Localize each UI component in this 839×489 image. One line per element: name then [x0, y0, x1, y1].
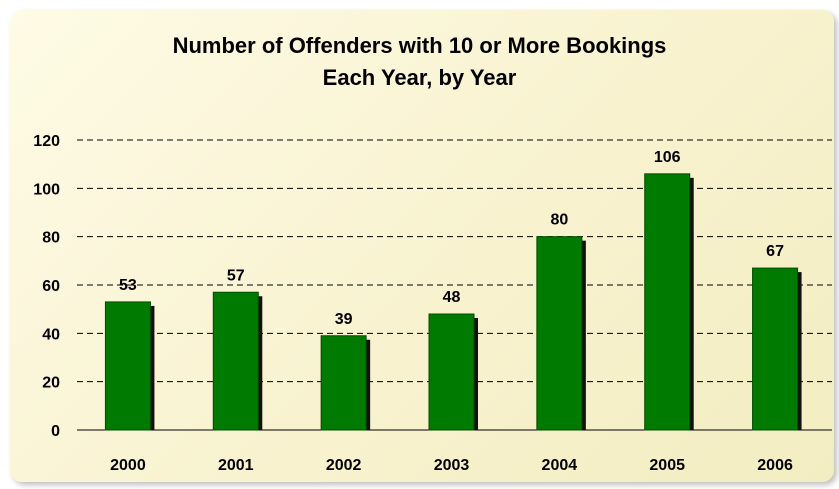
data-label: 67 — [766, 243, 784, 260]
y-tick-label: 100 — [33, 181, 60, 198]
chart-title: Number of Offenders with 10 or More Book… — [172, 33, 667, 58]
data-label: 53 — [119, 277, 137, 294]
x-tick-label: 2000 — [110, 457, 146, 474]
bar-2001 — [212, 291, 259, 431]
x-tick-label: 2006 — [757, 457, 793, 474]
data-label: 48 — [443, 289, 461, 306]
data-label: 39 — [335, 311, 353, 328]
data-label: 57 — [227, 267, 245, 284]
bar-2006 — [752, 267, 799, 431]
y-tick-label: 20 — [42, 375, 60, 392]
x-tick-label: 2004 — [542, 457, 578, 474]
y-tick-label: 0 — [51, 423, 60, 440]
bar-2004 — [536, 236, 583, 431]
y-tick-label: 120 — [33, 133, 60, 150]
x-tick-label: 2005 — [649, 457, 685, 474]
data-label: 106 — [654, 149, 681, 166]
x-tick-label: 2003 — [434, 457, 470, 474]
x-tick-label: 2001 — [218, 457, 254, 474]
y-tick-label: 60 — [42, 278, 60, 295]
data-label: 80 — [550, 212, 568, 229]
y-tick-label: 40 — [42, 326, 60, 343]
bar-2000 — [104, 301, 151, 431]
bar-2003 — [428, 313, 475, 431]
bar-2005 — [644, 173, 691, 431]
bar-2002 — [320, 335, 367, 431]
x-tick-label: 2002 — [326, 457, 362, 474]
y-tick-label: 80 — [42, 230, 60, 247]
chart-subtitle: Each Year, by Year — [322, 65, 517, 90]
